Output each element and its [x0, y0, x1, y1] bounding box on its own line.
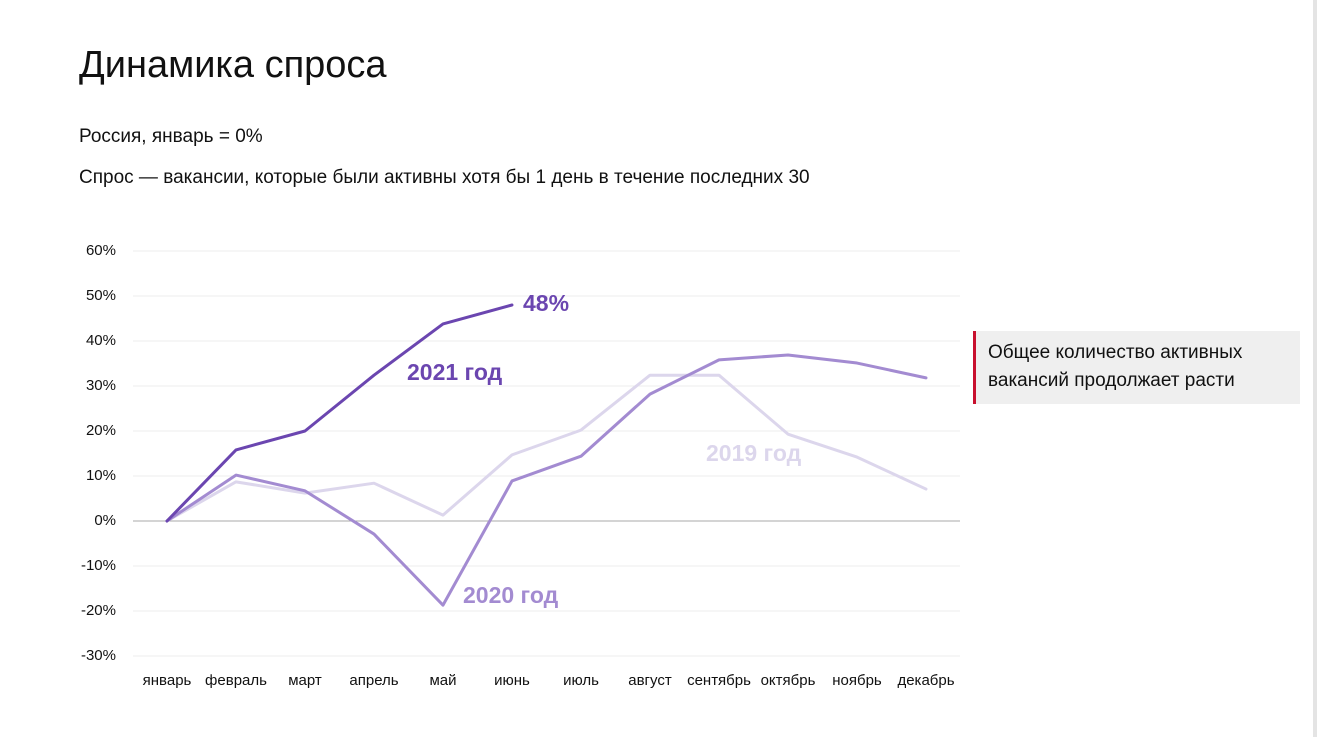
scrollbar: [1313, 0, 1317, 737]
x-tick-label: январь: [143, 672, 192, 689]
annotation: Общее количество активных вакансий продо…: [973, 331, 1300, 404]
series-label: 2021 год: [407, 359, 503, 385]
x-tick-label: декабрь: [897, 672, 954, 689]
y-tick-label: 0%: [94, 512, 116, 529]
y-tick-label: 40%: [86, 332, 116, 349]
series-line: [165, 303, 514, 523]
y-tick-label: -20%: [81, 602, 116, 619]
description: Спрос — вакансии, которые были активны х…: [79, 167, 810, 188]
y-tick-label: 50%: [86, 287, 116, 304]
chart-title: Динамика спроса: [79, 44, 387, 86]
series-line: [165, 373, 928, 523]
y-tick-label: 20%: [86, 422, 116, 439]
x-tick-label: август: [628, 672, 672, 689]
series-line: [165, 353, 928, 607]
subtitle: Россия, январь = 0%: [79, 126, 263, 147]
x-tick-label: ноябрь: [832, 672, 882, 689]
x-tick-label: октябрь: [761, 672, 816, 689]
y-tick-label: 60%: [86, 242, 116, 259]
data-label: 48%: [523, 290, 569, 316]
x-tick-label: май: [429, 672, 456, 689]
x-tick-label: июнь: [494, 672, 530, 689]
series-label: 2020 год: [463, 582, 559, 608]
x-tick-label: июль: [563, 672, 599, 689]
y-tick-label: -10%: [81, 557, 116, 574]
y-tick-label: 10%: [86, 467, 116, 484]
x-tick-label: март: [288, 672, 322, 689]
x-tick-label: апрель: [349, 672, 398, 689]
series-label: 2019 год: [706, 440, 802, 466]
x-tick-label: февраль: [205, 672, 267, 689]
y-tick-label: 30%: [86, 377, 116, 394]
y-tick-label: -30%: [81, 647, 116, 664]
x-tick-label: сентябрь: [687, 672, 751, 689]
